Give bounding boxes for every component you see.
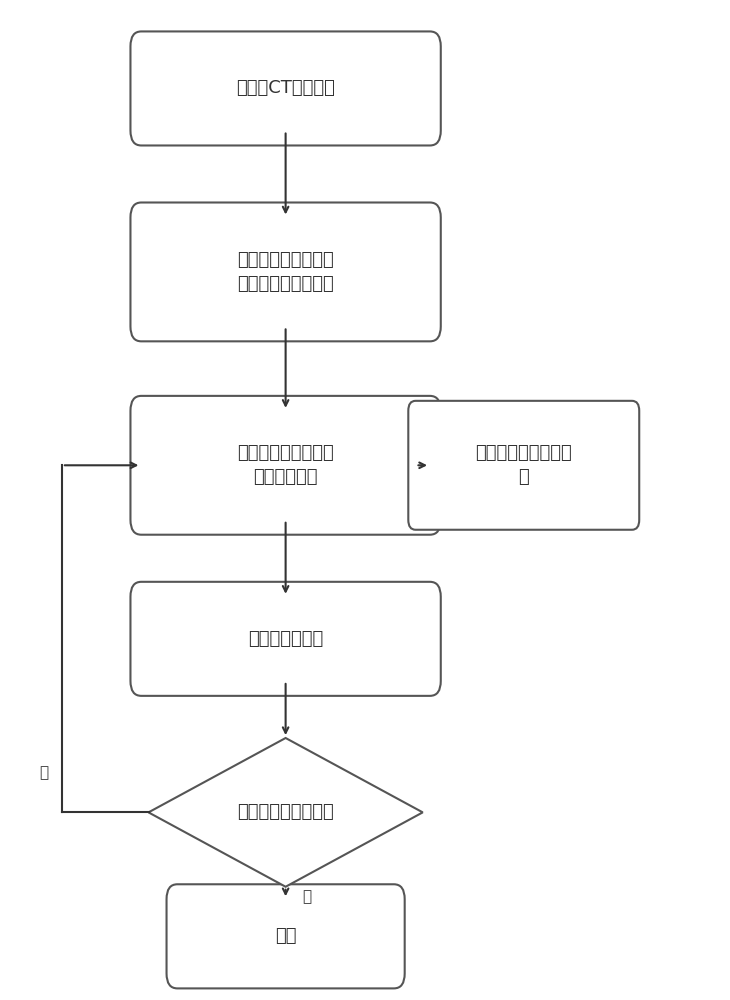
Text: 否: 否 — [39, 765, 48, 780]
Text: 具有先验约束的目标
函数优化方程: 具有先验约束的目标 函数优化方程 — [237, 444, 334, 486]
FancyBboxPatch shape — [131, 396, 441, 535]
FancyBboxPatch shape — [408, 401, 639, 530]
FancyBboxPatch shape — [131, 31, 441, 145]
Polygon shape — [148, 738, 423, 887]
FancyBboxPatch shape — [131, 202, 441, 341]
Text: 根据投影数据统计特
性构建数学重建模型: 根据投影数据统计特 性构建数学重建模型 — [237, 251, 334, 293]
FancyBboxPatch shape — [131, 582, 441, 696]
FancyBboxPatch shape — [166, 884, 404, 988]
Text: 是否满足终止条件？: 是否满足终止条件？ — [237, 803, 334, 821]
Text: 低剂量CT投影数据: 低剂量CT投影数据 — [237, 79, 335, 97]
Text: 是: 是 — [303, 889, 312, 904]
Text: 先前扫描标准剂量图
像: 先前扫描标准剂量图 像 — [475, 444, 572, 486]
Text: 低剂量迭代图像: 低剂量迭代图像 — [248, 630, 323, 648]
Text: 结束: 结束 — [275, 927, 296, 945]
